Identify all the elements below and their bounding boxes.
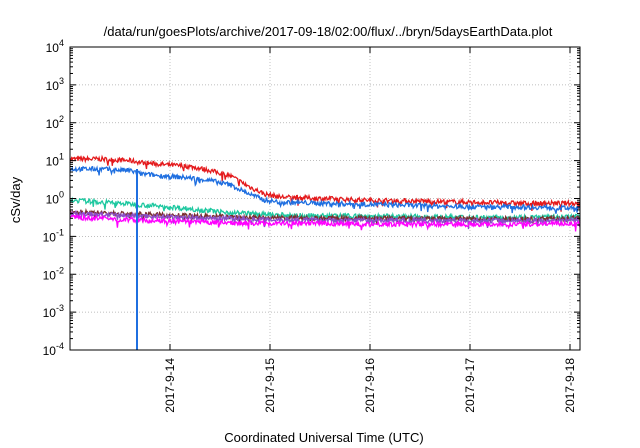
x-tick-label: 2017-9-18 bbox=[563, 358, 577, 413]
y-tick-label: 101 bbox=[46, 152, 64, 169]
y-tick-label: 10-3 bbox=[43, 303, 64, 320]
series-layer bbox=[69, 154, 581, 350]
y-tick-label: 104 bbox=[46, 38, 64, 55]
series-line-1 bbox=[69, 154, 581, 212]
y-tick-label: 10-2 bbox=[43, 265, 64, 282]
series-line-6 bbox=[69, 213, 581, 232]
x-tick-label: 2017-9-14 bbox=[163, 358, 177, 413]
x-tick-label: 2017-9-16 bbox=[363, 358, 377, 413]
axis-ticks: 10-4 10-3 10-2 10-1 100 101 102 103 104 2017-9-14… bbox=[43, 38, 580, 413]
series-line-2 bbox=[69, 165, 581, 214]
x-axis-label: Coordinated Universal Time (UTC) bbox=[224, 430, 423, 445]
y-tick-label: 103 bbox=[46, 76, 64, 93]
y-tick-label: 102 bbox=[46, 114, 64, 131]
y-tick-label: 100 bbox=[46, 190, 64, 207]
y-axis-label: cSv/day bbox=[8, 176, 23, 223]
x-tick-label: 2017-9-17 bbox=[463, 358, 477, 413]
chart-title: /data/run/goesPlots/archive/2017-09-18/0… bbox=[104, 24, 553, 39]
x-tick-label: 2017-9-15 bbox=[263, 358, 277, 413]
y-tick-label: 10-4 bbox=[43, 341, 64, 358]
y-tick-label: 10-1 bbox=[43, 227, 64, 244]
